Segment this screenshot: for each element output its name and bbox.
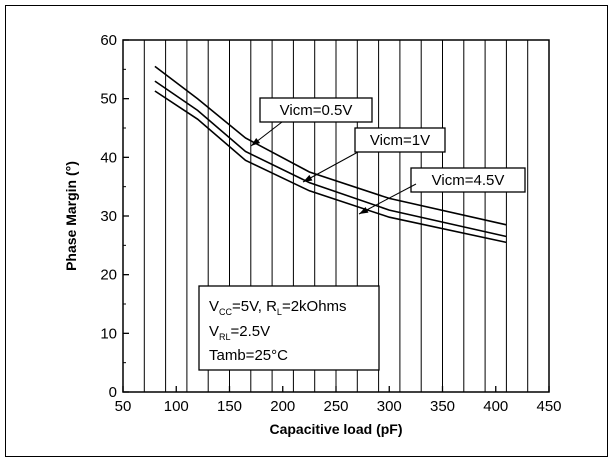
- y-tick-label: 30: [100, 208, 117, 225]
- series-callout-2: Vicm=1V: [302, 127, 446, 183]
- callout-box: [410, 167, 526, 193]
- y-tick-label: 40: [100, 149, 117, 166]
- y-tick-label: 0: [109, 384, 117, 401]
- conditions-box: VCC=5V, RL=2kOhms VRL=2.5V Tamb=25°C: [198, 285, 380, 371]
- callout-label: Vicm=1V: [370, 132, 430, 149]
- callout-leader: [358, 183, 417, 215]
- y-tick-label: 20: [100, 267, 117, 284]
- callout-arrowhead: [303, 174, 313, 182]
- x-tick-label: 450: [536, 398, 561, 415]
- x-tick-label: 50: [115, 398, 132, 415]
- x-axis-title: Capacitive load (pF): [269, 421, 402, 437]
- condition-tamb: Tamb=25°C: [209, 347, 288, 364]
- series-line-3: [154, 90, 507, 244]
- series-callout-1: Vicm=0.5V: [250, 97, 373, 147]
- x-tick-label: 350: [430, 398, 455, 415]
- conditions-box-border: [198, 285, 380, 371]
- x-tick-label: 300: [377, 398, 402, 415]
- callout-label: Vicm=4.5V: [432, 172, 505, 189]
- axis-ticks: 50 100 150 200 250 300 350 400 450 0 10 20 30 40 50 60: [100, 32, 561, 415]
- x-tick-label: 400: [483, 398, 508, 415]
- x-tick-label: 150: [217, 398, 242, 415]
- y-tick-label: 50: [100, 91, 117, 108]
- callout-arrowhead: [359, 207, 369, 214]
- callout-label: Vicm=0.5V: [280, 102, 353, 119]
- condition-vrl: VRL=2.5V: [209, 323, 270, 342]
- callout-box: [354, 127, 446, 153]
- y-axis-title: Phase Margin (°): [63, 161, 79, 271]
- callout-box: [259, 97, 373, 123]
- x-tick-label: 100: [164, 398, 189, 415]
- condition-supply-load: VCC=5V, RL=2kOhms: [209, 298, 347, 317]
- x-tick-label: 250: [323, 398, 348, 415]
- series-line-1: [154, 65, 507, 226]
- figure-frame: 50 100 150 200 250 300 350 400 450 0 10 20 30 40 50 60 …: [5, 5, 608, 457]
- series-line-2: [154, 80, 507, 238]
- series-lines: [154, 65, 507, 244]
- series-callouts: Vicm=0.5V Vicm=1V Vicm=4.5V: [250, 97, 526, 215]
- y-tick-label: 10: [100, 325, 117, 342]
- phase-margin-chart: 50 100 150 200 250 300 350 400 4500102030405060 …: [63, 32, 562, 437]
- callout-arrowhead: [251, 138, 261, 146]
- series-callout-3: Vicm=4.5V: [358, 167, 526, 215]
- y-tick-label: 60: [100, 32, 117, 49]
- x-tick-label: 200: [270, 398, 295, 415]
- callout-leader: [302, 151, 359, 183]
